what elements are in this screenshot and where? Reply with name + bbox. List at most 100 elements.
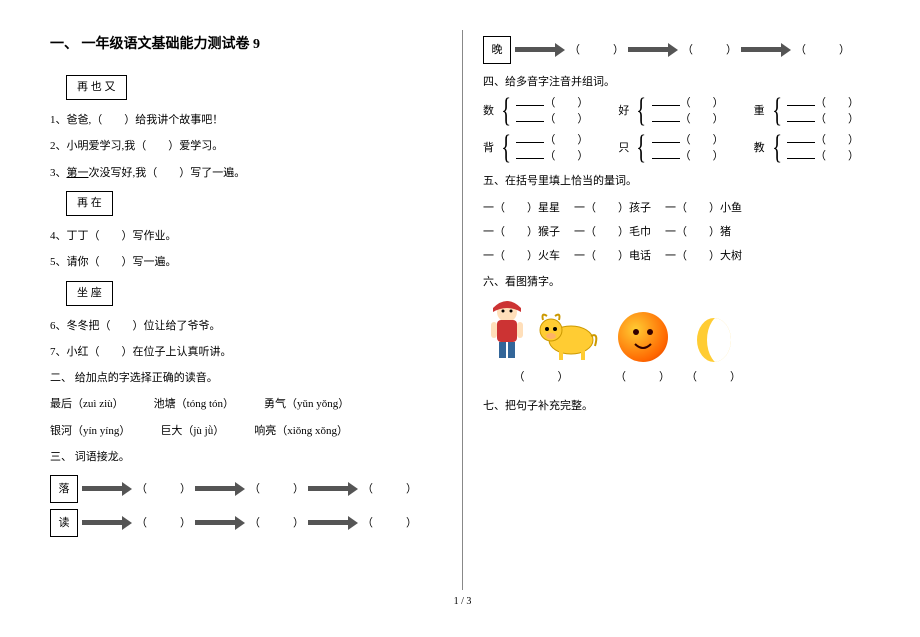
m1b: 一（ ）孩子 xyxy=(574,196,651,220)
pinyin-2a: 银河（yín yíng） xyxy=(50,419,130,443)
brace-icon: { xyxy=(501,97,511,125)
chain-row-1: 落 （ ） （ ） （ ） xyxy=(50,475,442,503)
brace-icon: { xyxy=(501,134,511,162)
cow-icon xyxy=(535,306,599,362)
poly-shu: 数 { （ ） （ ） xyxy=(483,96,588,127)
pic-sun: （ ） xyxy=(615,312,670,389)
chain-row-3: 晚 （ ） （ ） （ ） xyxy=(483,36,875,64)
poly-char: 数 xyxy=(483,99,496,123)
section-4-heading: 四、给多音字注音并组词。 xyxy=(483,70,875,94)
chain-blank: （ ） xyxy=(795,38,850,62)
section-5-heading: 五、在括号里填上恰当的量词。 xyxy=(483,169,875,193)
boy-icon xyxy=(483,298,531,362)
arrow-icon xyxy=(308,516,358,530)
arrow-icon xyxy=(82,516,132,530)
chain-blank: （ ） xyxy=(249,511,304,535)
pinyin-row-2: 银河（yín yíng） 巨大（jù jǜ） 响亮（xiǒng xǒng） xyxy=(50,419,442,443)
pinyin-2b: 巨大（jù jǜ） xyxy=(160,419,224,443)
q1-6: 6、冬冬把（ ）位让给了爷爷。 xyxy=(50,314,442,338)
word-box-2: 再 在 xyxy=(66,191,113,216)
m2c: 一（ ）猪 xyxy=(665,220,731,244)
sun-icon xyxy=(618,312,668,362)
pinyin-1c: 勇气（yǔn yǒng） xyxy=(264,392,349,416)
pic-boy-cow: （ ） xyxy=(483,298,599,389)
pinyin-1b: 池塘（tóng tón） xyxy=(154,392,234,416)
poly-char: 好 xyxy=(618,99,631,123)
pinyin-1a: 最后（zuì ziù） xyxy=(50,392,124,416)
measure-row-2: 一（ ）猴子 一（ ）毛巾 一（ ）猪 xyxy=(483,220,875,244)
m3a: 一（ ）火车 xyxy=(483,244,560,268)
pinyin-2c: 响亮（xiǒng xǒng） xyxy=(254,419,348,443)
moon-icon xyxy=(697,318,731,362)
poly-hao: 好 { （ ） （ ） xyxy=(618,96,723,127)
arrow-icon xyxy=(628,43,678,57)
chain-blank: （ ） xyxy=(136,477,191,501)
m1a: 一（ ）星星 xyxy=(483,196,560,220)
chain-row-2: 读 （ ） （ ） （ ） xyxy=(50,509,442,537)
poly-row-1: 数 { （ ） （ ） 好 { （ ） （ ） 重 { （ ） xyxy=(483,96,875,127)
poly-char: 只 xyxy=(618,136,631,160)
pic-moon: （ ） xyxy=(686,318,741,389)
poly-blanks: （ ） （ ） xyxy=(787,133,859,164)
picture-row: （ ） （ ） （ ） xyxy=(483,298,875,389)
left-column: 一、 一年级语文基础能力测试卷 9 再 也 又 1、爸爸,（ ）给我讲个故事吧！… xyxy=(50,30,462,590)
poly-zhi: 只 { （ ） （ ） xyxy=(618,133,723,164)
section-3-heading: 三、 词语接龙。 xyxy=(50,445,442,469)
word-box-1: 再 也 又 xyxy=(66,75,127,100)
arrow-icon xyxy=(82,482,132,496)
poly-blanks: （ ） （ ） xyxy=(652,96,724,127)
q1-7: 7、小红（ ）在位子上认真听讲。 xyxy=(50,340,442,364)
arrow-icon xyxy=(308,482,358,496)
q1-3-underline: 第一 xyxy=(67,167,89,179)
brace-icon: { xyxy=(772,134,782,162)
section-2-heading: 二、 给加点的字选择正确的读音。 xyxy=(50,366,442,390)
chain-start-3: 晚 xyxy=(483,36,511,64)
arrow-icon xyxy=(741,43,791,57)
measure-row-1: 一（ ）星星 一（ ）孩子 一（ ）小鱼 xyxy=(483,196,875,220)
arrow-icon xyxy=(515,43,565,57)
m2b: 一（ ）毛巾 xyxy=(574,220,651,244)
chain-start-1: 落 xyxy=(50,475,78,503)
section-6-heading: 六、看图猜字。 xyxy=(483,270,875,294)
q1-3: 3、第一次没写好,我（ ）写了一遍。 xyxy=(50,161,442,185)
m1c: 一（ ）小鱼 xyxy=(665,196,742,220)
pic-answer-3: （ ） xyxy=(686,365,741,389)
pic-answer-1: （ ） xyxy=(514,365,569,389)
chain-blank: （ ） xyxy=(362,511,417,535)
measure-row-3: 一（ ）火车 一（ ）电话 一（ ）大树 xyxy=(483,244,875,268)
poly-row-2: 背 { （ ） （ ） 只 { （ ） （ ） 教 { （ ） xyxy=(483,133,875,164)
chain-start-2: 读 xyxy=(50,509,78,537)
chain-blank: （ ） xyxy=(362,477,417,501)
poly-char: 重 xyxy=(754,99,767,123)
poly-char: 教 xyxy=(754,136,767,160)
chain-blank: （ ） xyxy=(249,477,304,501)
poly-blanks: （ ） （ ） xyxy=(787,96,859,127)
poly-char: 背 xyxy=(483,136,496,160)
poly-jiao: 教 { （ ） （ ） xyxy=(754,133,859,164)
brace-icon: { xyxy=(637,97,647,125)
poly-blanks: （ ） （ ） xyxy=(516,96,588,127)
page-title: 一、 一年级语文基础能力测试卷 9 xyxy=(50,30,442,61)
m3b: 一（ ）电话 xyxy=(574,244,651,268)
word-box-3: 坐 座 xyxy=(66,281,113,306)
chain-blank: （ ） xyxy=(569,38,624,62)
m3c: 一（ ）大树 xyxy=(665,244,742,268)
brace-icon: { xyxy=(772,97,782,125)
q1-2: 2、小明爱学习,我（ ）爱学习。 xyxy=(50,134,442,158)
page-footer: 1 / 3 xyxy=(50,596,875,607)
q1-4: 4、丁丁（ ）写作业。 xyxy=(50,224,442,248)
section-7-heading: 七、把句子补充完整。 xyxy=(483,394,875,418)
arrow-icon xyxy=(195,482,245,496)
page-columns: 一、 一年级语文基础能力测试卷 9 再 也 又 1、爸爸,（ ）给我讲个故事吧！… xyxy=(50,30,875,590)
q1-1: 1、爸爸,（ ）给我讲个故事吧！ xyxy=(50,108,442,132)
right-column: 晚 （ ） （ ） （ ） 四、给多音字注音并组词。 数 { （ ） （ ） 好… xyxy=(463,30,875,590)
chain-blank: （ ） xyxy=(682,38,737,62)
brace-icon: { xyxy=(637,134,647,162)
poly-zhong: 重 { （ ） （ ） xyxy=(754,96,859,127)
q1-5: 5、请你（ ）写一遍。 xyxy=(50,250,442,274)
pinyin-row-1: 最后（zuì ziù） 池塘（tóng tón） 勇气（yǔn yǒng） xyxy=(50,392,442,416)
poly-blanks: （ ） （ ） xyxy=(516,133,588,164)
chain-blank: （ ） xyxy=(136,511,191,535)
poly-blanks: （ ） （ ） xyxy=(652,133,724,164)
m2a: 一（ ）猴子 xyxy=(483,220,560,244)
